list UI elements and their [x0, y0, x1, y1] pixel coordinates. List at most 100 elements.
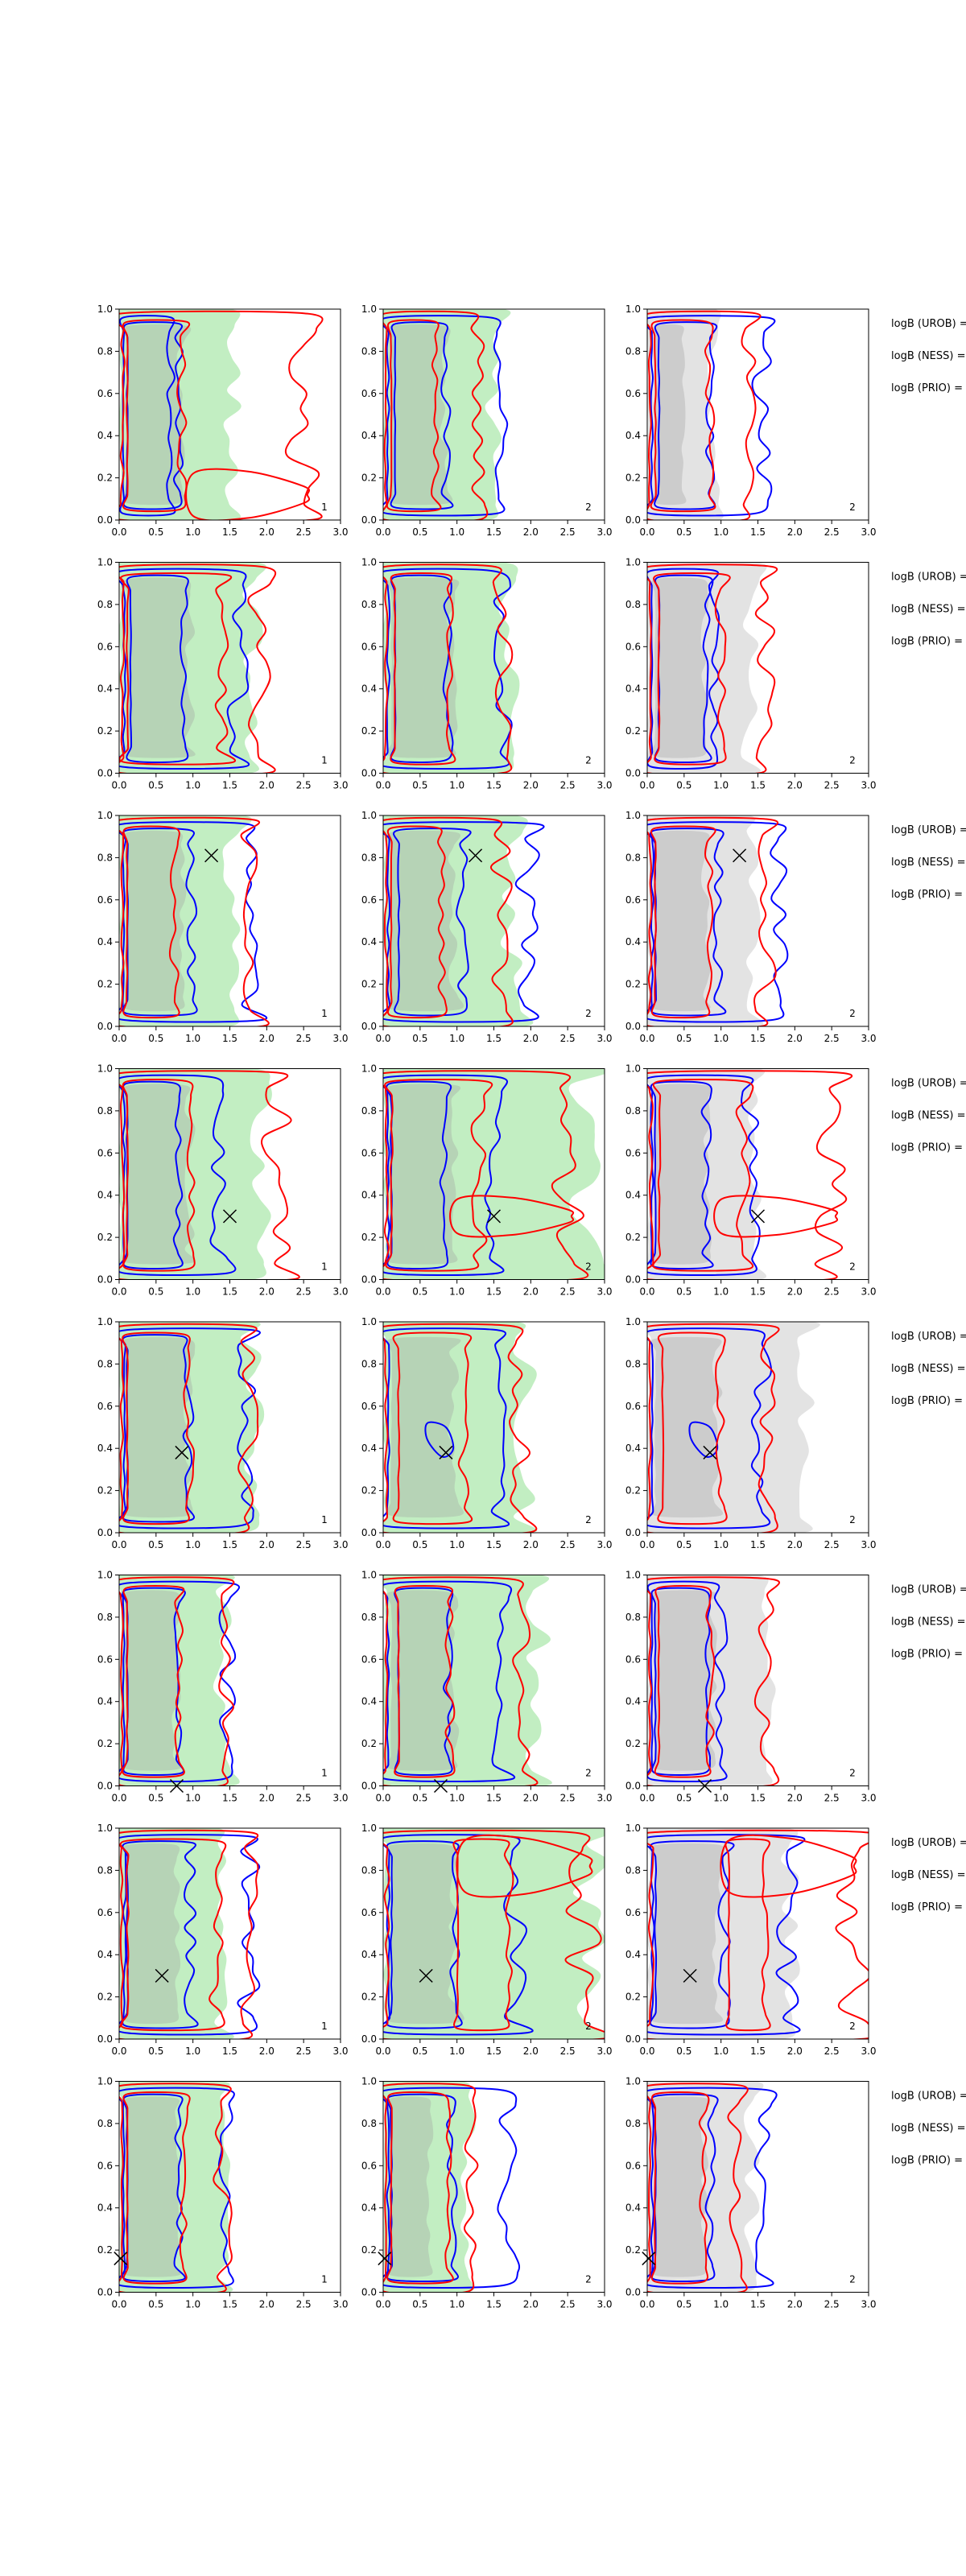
y-tick-label: 1.0 — [361, 2076, 377, 2087]
bayes-factor-label: logB (PRIO) = — [891, 889, 963, 901]
bayes-factor-label: logB (PRIO) = — [891, 1142, 963, 1154]
red-lobe-contour — [713, 1195, 839, 1238]
y-tick-label: 0.6 — [361, 1907, 377, 1918]
x-tick-label: 0.5 — [148, 1286, 163, 1298]
x-tick-label: 1.0 — [449, 1539, 464, 1550]
bayes-factor-label: logB (PRIO) = — [891, 636, 963, 648]
x-tick-label: 0.5 — [676, 1286, 691, 1298]
red-outer-contour — [647, 1829, 869, 2039]
outer-density-fill — [647, 309, 724, 520]
panel-number-label: 2 — [849, 755, 856, 766]
x-tick-label: 0.5 — [148, 526, 163, 538]
y-tick-label: 0.8 — [361, 345, 377, 357]
blue-outer-contour — [119, 821, 268, 1023]
row-5: 0.0 0.5 1.0 1.5 2.0 2.5 3.0 0.0 0.2 0.4 0.6 0.8 1.0 1… — [97, 1316, 966, 1550]
bayes-factor-label: logB (NESS) = — [891, 1616, 965, 1629]
x-tick-label: 0.0 — [375, 780, 390, 791]
x-tick-label: 3.0 — [332, 526, 348, 538]
y-tick-label: 1.0 — [97, 1570, 113, 1581]
x-tick-label: 0.0 — [375, 1033, 390, 1044]
bayes-factor-label: logB (UROB) = — [891, 1078, 966, 1090]
y-tick-label: 0.8 — [361, 1612, 377, 1623]
y-tick-label: 0.8 — [361, 599, 377, 610]
x-tick-label: 2.0 — [259, 1539, 275, 1550]
y-tick-label: 0.2 — [361, 979, 377, 990]
plot-area — [119, 1322, 265, 1533]
y-tick-label: 0.8 — [361, 2118, 377, 2129]
bayes-factor-label: logB (NESS) = — [891, 1110, 965, 1122]
x-tick-label: 2.0 — [523, 2299, 539, 2310]
x-tick-label: 2.0 — [523, 1793, 539, 1804]
y-tick-label: 0.6 — [625, 2160, 641, 2171]
x-tick-label: 0.0 — [375, 526, 390, 538]
true-value-cross — [642, 2252, 656, 2266]
inner-density-fill — [122, 577, 196, 758]
panel-number-label: 1 — [321, 2274, 328, 2285]
outer-density-fill — [119, 1575, 240, 1786]
panel-number-label: 2 — [849, 1261, 856, 1273]
panel-number-label: 1 — [321, 1008, 328, 1019]
x-tick-label: 0.5 — [412, 526, 427, 538]
inner-density-fill — [652, 324, 687, 506]
y-tick-label: 1.0 — [625, 810, 641, 821]
y-tick-label: 0.6 — [361, 894, 377, 906]
y-tick-label: 0.0 — [625, 1274, 641, 1286]
y-tick-label: 0.2 — [97, 1992, 113, 2003]
x-tick-label: 2.0 — [787, 1539, 803, 1550]
x-tick-label: 2.5 — [296, 1286, 312, 1298]
y-tick-label: 0.0 — [361, 2033, 377, 2045]
x-tick-label: 3.0 — [332, 780, 348, 791]
x-tick-label: 3.0 — [597, 1286, 612, 1298]
x-tick-label: 2.5 — [560, 2046, 576, 2057]
y-tick-label: 0.0 — [625, 514, 641, 526]
y-tick-label: 0.4 — [625, 1443, 641, 1454]
y-tick-label: 0.2 — [97, 2244, 113, 2256]
x-tick-label: 2.5 — [296, 2299, 312, 2310]
x-tick-label: 2.5 — [824, 2299, 840, 2310]
y-tick-label: 0.6 — [361, 1401, 377, 1412]
true-value-cross — [703, 1445, 717, 1459]
x-tick-label: 2.0 — [787, 780, 803, 791]
x-tick-label: 3.0 — [861, 1539, 876, 1550]
y-tick-label: 0.6 — [625, 894, 641, 906]
inner-density-fill — [122, 324, 192, 506]
x-tick-label: 0.0 — [111, 1793, 126, 1804]
y-tick-label: 1.0 — [625, 1063, 641, 1075]
x-tick-label: 1.5 — [222, 1286, 237, 1298]
x-tick-label: 0.0 — [111, 526, 126, 538]
plot-area — [647, 1828, 869, 2039]
plot-area — [119, 562, 277, 774]
x-tick-label: 3.0 — [597, 1033, 612, 1044]
y-tick-label: 1.0 — [97, 303, 113, 315]
blue-outer-contour — [647, 568, 720, 770]
x-tick-label: 0.5 — [148, 1793, 163, 1804]
plot-area — [383, 562, 520, 774]
inner-density-fill — [651, 830, 711, 1012]
bayes-factor-label: logB (UROB) = — [891, 824, 966, 836]
x-tick-label: 2.5 — [296, 1539, 312, 1550]
plot-area — [647, 309, 776, 520]
outer-density-fill — [383, 1068, 605, 1280]
blue-outer-contour — [119, 1074, 237, 1276]
true-value-cross — [733, 848, 747, 863]
y-tick-label: 1.0 — [361, 557, 377, 568]
x-tick-label: 1.0 — [713, 526, 729, 538]
row-1: 0.0 0.5 1.0 1.5 2.0 2.5 3.0 0.0 0.2 0.4 0.6 0.8 1.0 1… — [97, 303, 966, 538]
red-inner-contour — [390, 572, 456, 766]
true-value-cross — [222, 1209, 237, 1224]
plot-area — [119, 1068, 300, 1280]
panel-r3-c1: 0.0 0.5 1.0 1.5 2.0 2.5 3.0 0.0 0.2 0.4 0.6 0.8 1.0 1 — [97, 810, 349, 1044]
red-inner-contour — [724, 1838, 771, 2032]
x-tick-label: 3.0 — [861, 1033, 876, 1044]
red-inner-contour — [650, 2091, 710, 2285]
panel-r5-c3: 0.0 0.5 1.0 1.5 2.0 2.5 3.0 0.0 0.2 0.4 0.6 0.8 1.0 2 — [625, 1316, 877, 1550]
y-tick-label: 0.4 — [625, 430, 641, 441]
plot-area — [647, 562, 778, 774]
x-tick-label: 3.0 — [597, 2046, 612, 2057]
x-tick-label: 3.0 — [597, 1539, 612, 1550]
x-tick-label: 1.0 — [449, 2299, 464, 2310]
outer-density-fill — [383, 2081, 476, 2293]
x-tick-label: 1.0 — [449, 1793, 464, 1804]
bayes-factor-label: logB (UROB) = — [891, 1837, 966, 1849]
x-tick-label: 0.5 — [676, 2299, 691, 2310]
